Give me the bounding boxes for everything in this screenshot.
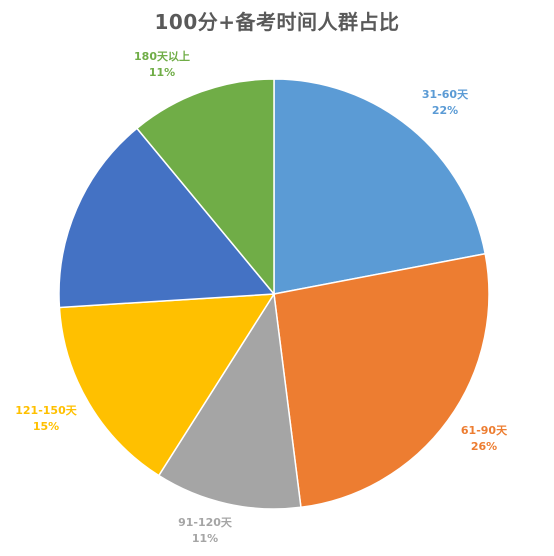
slice-label-2: 61-90天 xyxy=(461,424,508,437)
slice-label-4: 121-150天 xyxy=(15,404,77,417)
pie-slice-1 xyxy=(273,78,487,295)
slice-percent-3: 11% xyxy=(192,532,218,545)
pie-slice-6 xyxy=(135,78,275,297)
slice-percent-1: 22% xyxy=(432,104,458,117)
pie-slice-3 xyxy=(157,291,302,510)
pie-slice-4 xyxy=(58,293,276,477)
slice-label-1: 31-60天 xyxy=(422,88,469,101)
slice-percent-6: 11% xyxy=(149,66,175,79)
slice-label-6: 180天以上 xyxy=(134,49,190,63)
slice-percent-4: 15% xyxy=(33,420,59,433)
slice-label-3: 91-120天 xyxy=(178,516,233,529)
pie-slice-2 xyxy=(273,252,490,509)
pie-slice-5 xyxy=(58,127,276,309)
slice-percent-2: 26% xyxy=(471,440,497,453)
chart-title: 100分+备考时间人群占比 xyxy=(154,10,400,34)
